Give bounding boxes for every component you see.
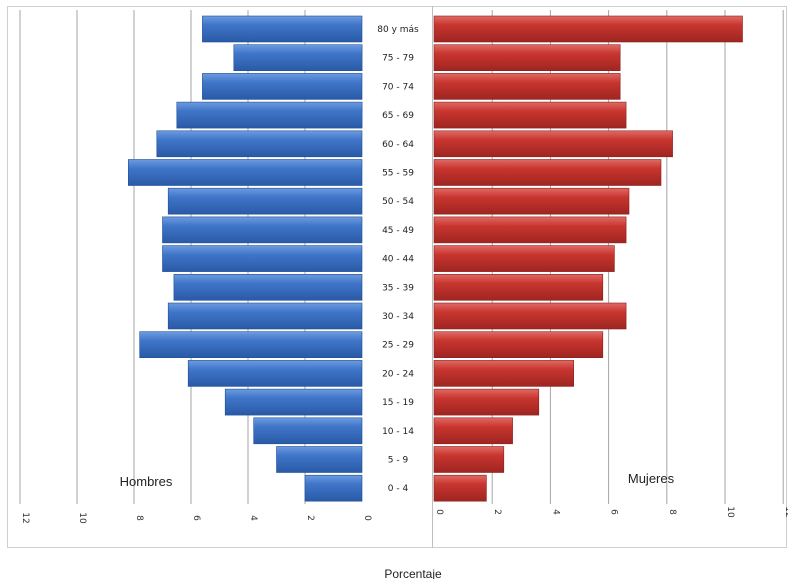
bar-mujeres [433,302,627,330]
tick-label-left: 0 [362,515,372,521]
category-label: 75 - 79 [382,54,414,64]
bar-mujeres [433,388,540,416]
tick-label-right: 6 [609,509,619,515]
tick-labels: 0 0 2 2 4 4 6 6 8 8 10 10 12 12 [20,506,788,524]
bar-hombres [202,15,363,43]
bar-hombres [162,245,363,272]
bar-hombres [139,331,363,359]
tick-label-right: 0 [434,509,444,515]
bar-hombres [253,417,363,445]
bar-hombres [176,101,363,129]
category-label: 60 - 64 [382,140,414,150]
bar-mujeres [433,446,505,473]
bar-hombres [162,216,363,244]
bar-hombres [173,273,363,301]
bar-mujeres [433,474,487,502]
category-label: 70 - 74 [382,82,414,92]
tick-label-right: 8 [667,509,677,515]
bar-mujeres [433,331,604,359]
bar-mujeres [433,187,630,215]
bar-hombres [128,159,363,186]
tick-label-right: 12 [783,506,788,517]
category-label: 20 - 24 [382,369,414,379]
bar-hombres [167,302,363,330]
bar-mujeres [433,216,627,244]
category-label: 15 - 19 [382,398,414,408]
bar-hombres [167,187,363,215]
tick-label-right: 2 [492,509,502,515]
category-label: 10 - 14 [382,427,414,437]
category-label: 30 - 34 [382,312,414,322]
bar-mujeres [433,417,513,445]
bar-hombres [304,474,363,502]
category-label: 65 - 69 [382,111,414,121]
category-label: 55 - 59 [382,169,414,179]
bar-mujeres [433,245,615,272]
category-label: 25 - 29 [382,341,414,351]
chart-frame [7,6,787,548]
bar-mujeres [433,130,673,158]
series-label-hombres: Hombres [120,474,173,489]
tick-label-left: 2 [305,515,315,521]
bar-hombres [224,388,363,416]
bar-hombres [202,73,363,100]
tick-label-left: 6 [191,515,201,521]
bar-mujeres [433,360,574,387]
bar-mujeres [433,101,627,129]
bar-mujeres [433,273,604,301]
bar-mujeres [433,44,621,72]
bar-mujeres [433,15,743,43]
bar-hombres [156,130,363,158]
x-axis-label: Porcentaje [384,567,442,579]
category-label: 0 - 4 [388,484,409,494]
category-label: 40 - 44 [382,255,414,265]
tick-label-right: 10 [725,506,735,518]
bar-mujeres [433,159,662,186]
series-label-mujeres: Mujeres [628,471,675,486]
tick-label-left: 10 [77,512,87,524]
bar-hombres [276,446,363,473]
category-label: 5 - 9 [388,456,409,466]
category-label: 45 - 49 [382,226,414,236]
tick-label-left: 8 [134,515,144,521]
category-labels: 0 - 4 5 - 9 10 - 14 15 - 19 20 - 24 25 - 29 30… [377,25,419,494]
bar-mujeres [433,73,621,100]
tick-label-left: 12 [20,512,30,523]
category-label: 35 - 39 [382,283,414,293]
tick-label-left: 4 [248,515,258,521]
bars-layer [128,15,743,502]
bar-hombres [233,44,363,72]
bar-hombres [187,360,363,387]
category-label: 50 - 54 [382,197,414,207]
category-label: 80 y más [377,25,419,35]
tick-label-right: 4 [550,509,560,515]
